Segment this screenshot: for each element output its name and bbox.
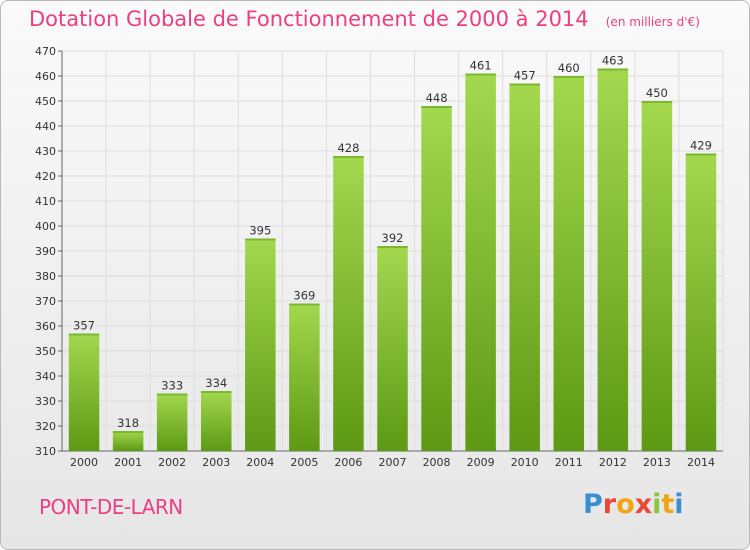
- x-tick-label: 2011: [555, 456, 583, 469]
- bar-top-edge: [333, 156, 364, 158]
- bar-2014: [685, 153, 717, 451]
- logo-letter: o: [616, 489, 635, 520]
- bar-2012: [597, 68, 629, 451]
- logo-letter: i: [674, 489, 684, 520]
- x-tick-label: 2003: [202, 456, 230, 469]
- bar-2009: [465, 73, 496, 451]
- bar-top-edge: [289, 303, 320, 306]
- data-label: 333: [161, 379, 183, 393]
- bar-2000: [68, 333, 100, 451]
- bar-top-edge: [465, 73, 496, 76]
- x-tick-label: 2010: [511, 456, 539, 469]
- y-tick-label: 460: [35, 70, 56, 83]
- y-tick-label: 410: [35, 195, 56, 208]
- y-tick-label: 420: [35, 170, 56, 183]
- bar-top-edge: [553, 76, 585, 78]
- x-tick-label: 2008: [423, 456, 451, 469]
- bar-top-edge: [156, 393, 188, 396]
- data-label: 318: [117, 416, 139, 430]
- y-tick-label: 470: [35, 45, 56, 58]
- data-label: 457: [514, 69, 536, 83]
- data-label: 463: [602, 54, 624, 68]
- bar-2003: [200, 391, 232, 451]
- logo-letter: r: [602, 489, 617, 520]
- x-tick-label: 2006: [334, 456, 362, 469]
- x-tick-label: 2004: [246, 456, 274, 469]
- y-tick-labels: 310 320 330 340 350 360 370 380 390 400 410 420 430 4…: [35, 45, 56, 458]
- y-tick-label: 440: [35, 120, 56, 133]
- bar-2010: [509, 83, 540, 451]
- y-tick-label: 320: [35, 420, 56, 433]
- bar-top-edge: [421, 106, 452, 108]
- data-labels: 357 318 333 334 395 369 428 392 448 461 457 460 463 4…: [73, 54, 712, 431]
- x-tick-label: 2005: [290, 456, 318, 469]
- bar-2005: [289, 303, 320, 451]
- y-tick-label: 310: [35, 445, 56, 458]
- data-label: 357: [73, 319, 95, 333]
- data-label: 450: [646, 86, 668, 100]
- data-label: 429: [690, 139, 712, 153]
- x-tick-label: 2002: [158, 456, 186, 469]
- x-tick-label: 2013: [643, 456, 671, 469]
- x-tick-label: 2007: [379, 456, 407, 469]
- y-tick-label: 340: [35, 370, 56, 383]
- bar-2011: [553, 76, 585, 451]
- bar-top-edge: [377, 246, 408, 248]
- bar-2001: [112, 431, 144, 451]
- bar-2013: [641, 101, 673, 451]
- y-tick-label: 350: [35, 345, 56, 358]
- data-label: 334: [205, 376, 227, 390]
- y-tick-label: 370: [35, 295, 56, 308]
- logo-letter: i: [652, 489, 662, 520]
- chart-subtitle: (en milliers d'€): [605, 15, 700, 29]
- x-tick-labels: 2000 2001 2002 2003 2004 2005 2006 2007 2008 2009…: [70, 456, 715, 469]
- logo-letter: P: [583, 489, 603, 520]
- y-tick-label: 450: [35, 95, 56, 108]
- bar-2007: [377, 246, 408, 451]
- chart-title: Dotation Globale de Fonctionnement de 20…: [29, 7, 589, 31]
- data-label: 395: [249, 224, 271, 238]
- x-tick-label: 2012: [599, 456, 627, 469]
- data-label: 428: [337, 141, 359, 155]
- y-tick-label: 390: [35, 245, 56, 258]
- bar-top-edge: [68, 333, 100, 336]
- y-tick-label: 400: [35, 220, 56, 233]
- x-tick-label: 2000: [70, 456, 98, 469]
- data-label: 448: [426, 91, 448, 105]
- data-label: 369: [293, 289, 315, 303]
- bar-2002: [156, 393, 188, 451]
- x-tick-label: 2009: [467, 456, 495, 469]
- bar-top-edge: [641, 101, 673, 103]
- bar-top-edge: [685, 153, 717, 156]
- chart-title-block: Dotation Globale de Fonctionnement de 20…: [29, 7, 700, 31]
- logo-letter: x: [634, 489, 653, 520]
- bar-top-edge: [597, 68, 629, 71]
- bar-2004: [245, 238, 276, 451]
- bar-2006: [333, 156, 364, 451]
- x-tick-label: 2001: [114, 456, 142, 469]
- data-label: 460: [558, 61, 580, 75]
- bars: [68, 68, 717, 451]
- logo-letter: t: [661, 489, 675, 520]
- bar-top-edge: [245, 238, 276, 241]
- bar-top-edge: [509, 83, 540, 86]
- data-label: 461: [470, 59, 492, 73]
- y-tick-label: 330: [35, 395, 56, 408]
- y-tick-label: 430: [35, 145, 56, 158]
- proxiti-logo[interactable]: Proxiti: [583, 489, 684, 520]
- bar-2008: [421, 106, 452, 451]
- data-label: 392: [382, 231, 404, 245]
- x-tick-label: 2014: [687, 456, 715, 469]
- y-tick-label: 360: [35, 320, 56, 333]
- bar-top-edge: [200, 391, 232, 393]
- y-tick-label: 380: [35, 270, 56, 283]
- bar-top-edge: [112, 431, 144, 433]
- place-name: PONT-DE-LARN: [39, 495, 183, 519]
